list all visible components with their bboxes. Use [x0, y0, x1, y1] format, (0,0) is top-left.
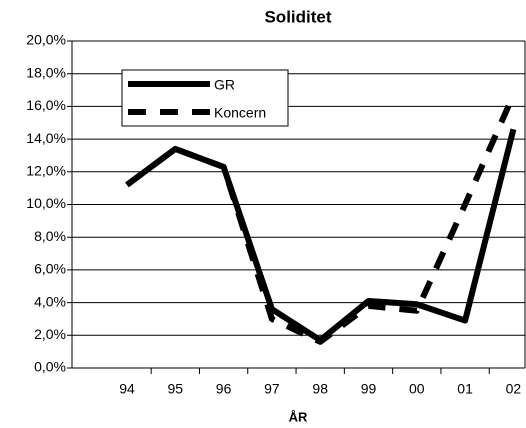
- x-axis-label: ÅR: [289, 409, 308, 424]
- line-series: [125, 128, 517, 344]
- y-tick-label: 12,0%: [26, 163, 66, 179]
- x-tick-label: 97: [264, 381, 280, 397]
- legend-box: [121, 69, 289, 127]
- line-series: [125, 93, 517, 345]
- x-tick-label: 02: [506, 381, 522, 397]
- y-tick-label: 18,0%: [26, 64, 66, 80]
- x-tick-label: 01: [457, 381, 473, 397]
- x-tick-label: 00: [409, 381, 425, 397]
- legend-label: Koncern: [214, 105, 266, 121]
- y-tick-label: 8,0%: [34, 228, 66, 244]
- y-tick-label: 0,0%: [34, 359, 66, 375]
- x-tick-label: 96: [216, 381, 232, 397]
- y-tick-label: 4,0%: [34, 293, 66, 309]
- y-tick-label: 2,0%: [34, 326, 66, 342]
- x-tick-label: 94: [119, 381, 135, 397]
- x-tick-label: 99: [361, 381, 377, 397]
- chart-title: Soliditet: [264, 7, 331, 26]
- y-tick-label: 6,0%: [34, 261, 66, 277]
- x-tick-label: 98: [312, 381, 328, 397]
- y-tick-label: 14,0%: [26, 130, 66, 146]
- y-tick-label: 10,0%: [26, 195, 66, 211]
- y-tick-label: 16,0%: [26, 97, 66, 113]
- y-tick-label: 20,0%: [26, 32, 66, 48]
- x-tick-label: 95: [168, 381, 184, 397]
- legend-label: GR: [214, 77, 235, 93]
